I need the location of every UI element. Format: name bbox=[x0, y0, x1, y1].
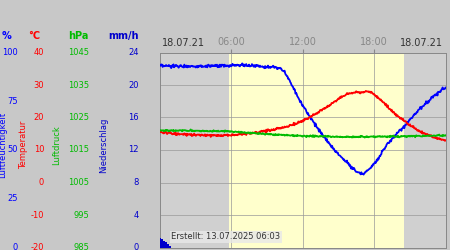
Text: Luftfeuchtigkeit: Luftfeuchtigkeit bbox=[0, 112, 7, 178]
Text: 995: 995 bbox=[73, 210, 89, 220]
Text: 50: 50 bbox=[8, 146, 18, 154]
Text: Temperatur: Temperatur bbox=[19, 121, 28, 169]
Bar bbox=[404, 52, 446, 248]
Text: mm/h: mm/h bbox=[108, 31, 139, 41]
Text: Erstellt: 13.07.2025 06:03: Erstellt: 13.07.2025 06:03 bbox=[171, 232, 280, 241]
Text: 18.07.21: 18.07.21 bbox=[400, 38, 443, 48]
Text: 16: 16 bbox=[128, 113, 139, 122]
Text: 1025: 1025 bbox=[68, 113, 89, 122]
Text: 985: 985 bbox=[73, 243, 89, 250]
Text: Niederschlag: Niederschlag bbox=[99, 117, 108, 173]
Text: -20: -20 bbox=[31, 243, 44, 250]
Text: 1045: 1045 bbox=[68, 48, 89, 57]
Text: 0: 0 bbox=[133, 243, 139, 250]
Text: hPa: hPa bbox=[68, 31, 89, 41]
Text: 1005: 1005 bbox=[68, 178, 89, 187]
Text: 4: 4 bbox=[133, 210, 139, 220]
Text: 10: 10 bbox=[34, 146, 44, 154]
Bar bbox=[169, 246, 171, 248]
Bar bbox=[162, 241, 165, 248]
Text: 12: 12 bbox=[128, 146, 139, 154]
Bar bbox=[159, 238, 161, 248]
Text: 1035: 1035 bbox=[68, 80, 89, 90]
Text: 30: 30 bbox=[33, 80, 44, 90]
Text: 40: 40 bbox=[34, 48, 44, 57]
Text: Luftdruck: Luftdruck bbox=[52, 125, 61, 165]
Text: 0: 0 bbox=[13, 243, 18, 250]
Bar bbox=[229, 52, 404, 248]
Text: 20: 20 bbox=[128, 80, 139, 90]
Text: 1015: 1015 bbox=[68, 146, 89, 154]
Text: 8: 8 bbox=[133, 178, 139, 187]
Text: -10: -10 bbox=[31, 210, 44, 220]
Text: °C: °C bbox=[28, 31, 40, 41]
Text: 18.07.21: 18.07.21 bbox=[162, 38, 205, 48]
Bar bbox=[166, 244, 169, 248]
Bar bbox=[165, 242, 167, 248]
Text: 0: 0 bbox=[39, 178, 44, 187]
Text: 75: 75 bbox=[7, 97, 18, 106]
Text: 24: 24 bbox=[128, 48, 139, 57]
Text: 100: 100 bbox=[2, 48, 18, 57]
Text: 20: 20 bbox=[34, 113, 44, 122]
Bar bbox=[160, 52, 229, 248]
Text: %: % bbox=[2, 31, 12, 41]
Text: 25: 25 bbox=[8, 194, 18, 203]
Bar bbox=[161, 239, 163, 248]
